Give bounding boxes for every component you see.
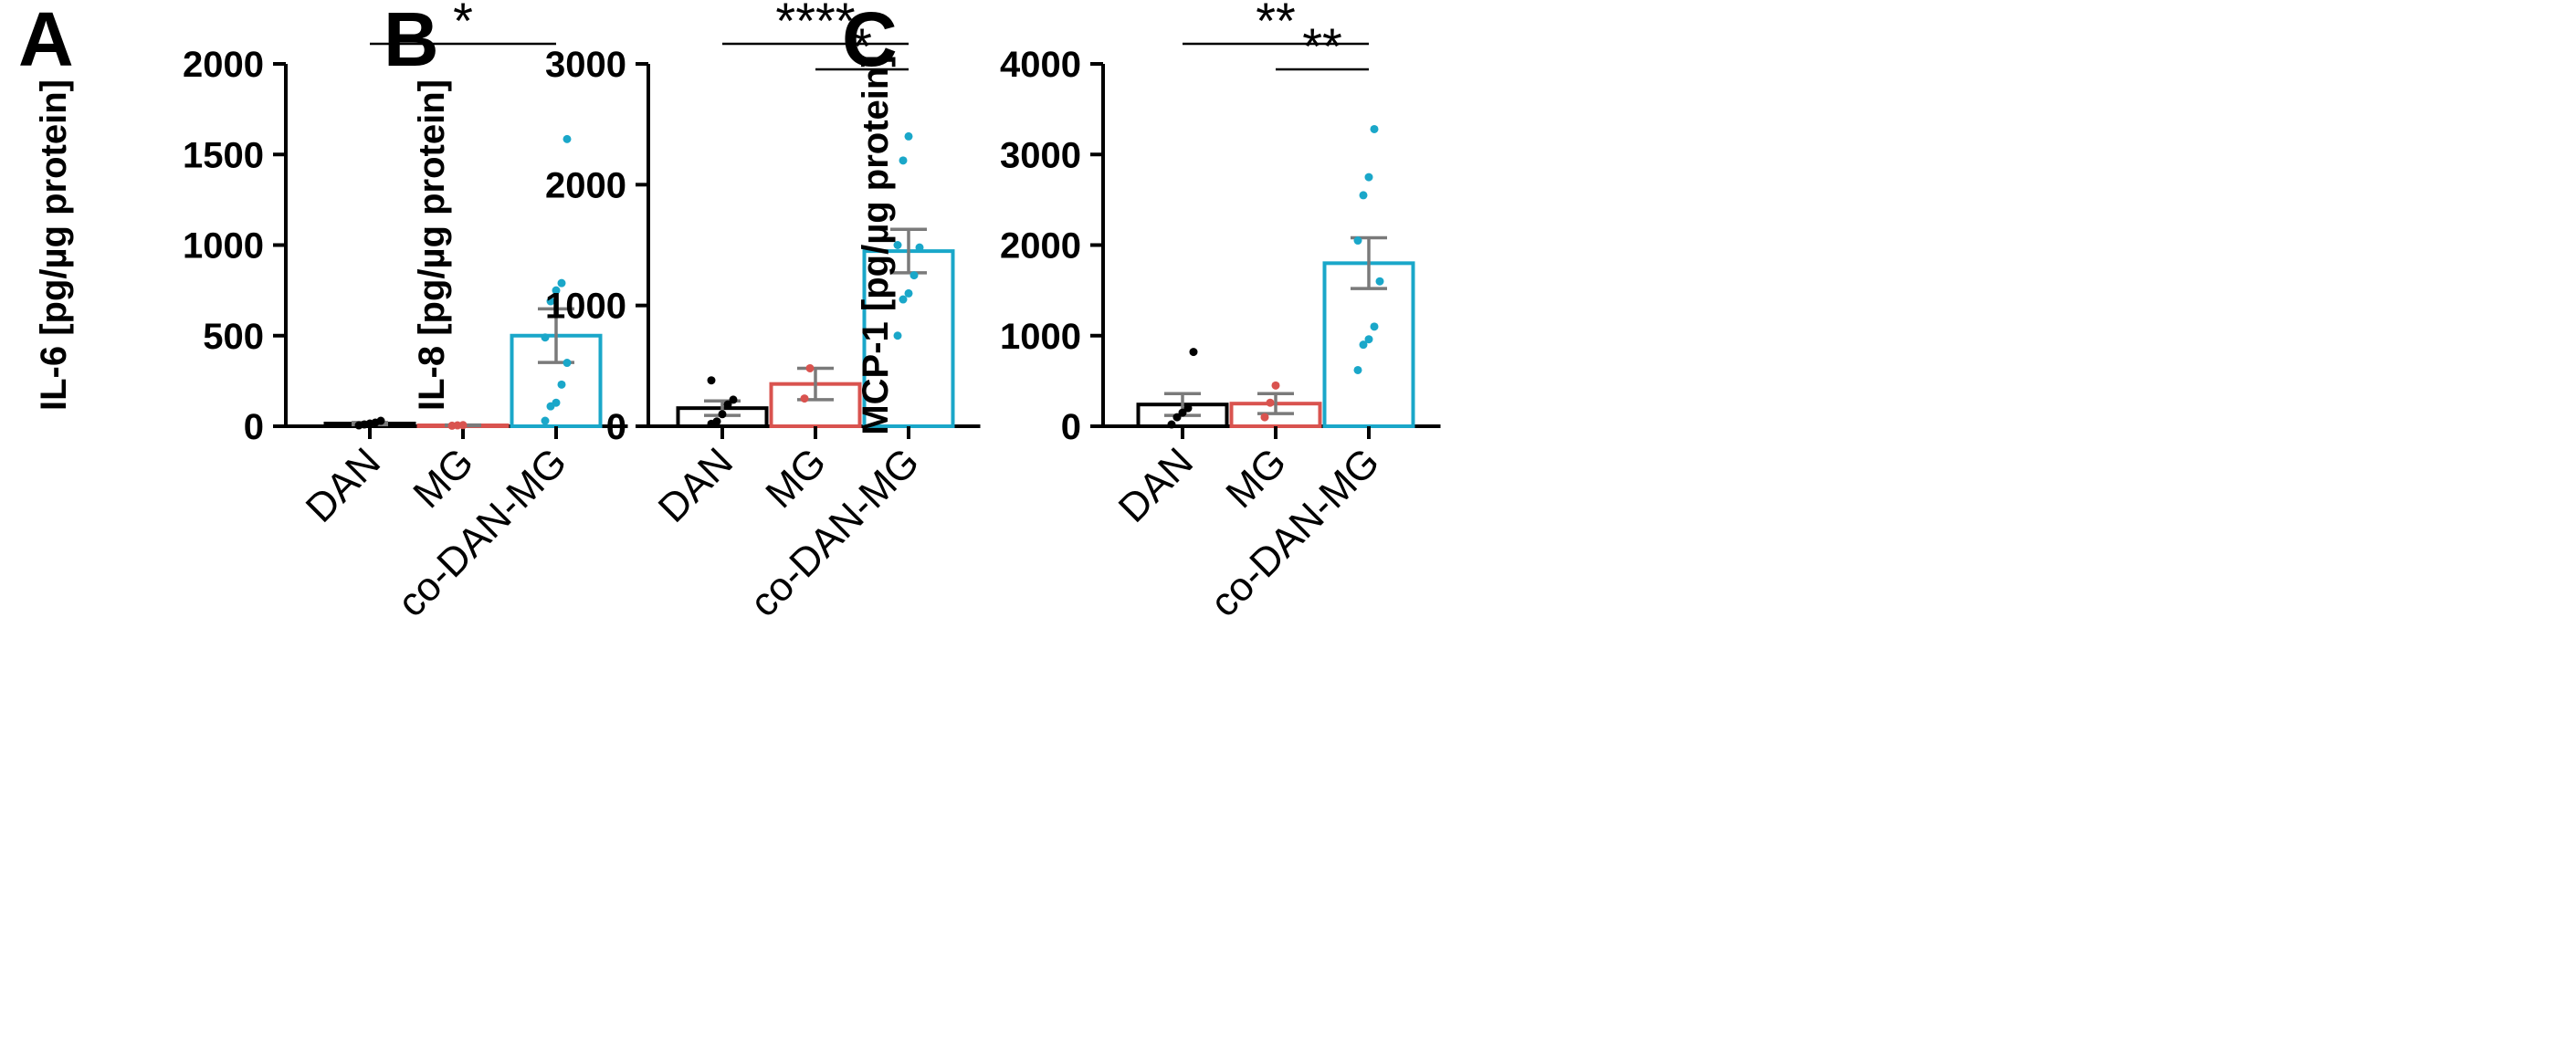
data-point	[893, 331, 902, 340]
panel-a: AIL-6 [pg/µg protein] 0 500 1000 1500 2000 DAN…	[18, 0, 628, 625]
y-axis-label: MCP-1 [pg/µg protein]	[856, 55, 896, 434]
data-point	[1370, 322, 1379, 331]
y-tick-label: 2000	[183, 45, 264, 85]
y-tick-label: 2000	[1000, 226, 1081, 267]
x-tick-label: MG	[405, 439, 482, 517]
data-point	[1178, 408, 1187, 417]
data-point	[1375, 277, 1384, 286]
y-tick-label: 1500	[183, 135, 264, 175]
y-axis-label: IL-8 [pg/µg protein]	[412, 79, 452, 411]
data-point	[800, 394, 809, 403]
data-point	[557, 380, 566, 389]
data-point	[541, 416, 550, 425]
y-tick-label: 3000	[545, 45, 626, 85]
data-point	[729, 395, 738, 404]
data-point	[541, 333, 550, 342]
data-point	[552, 286, 561, 295]
data-point	[376, 416, 385, 425]
data-point	[1260, 413, 1269, 422]
y-tick-label: 500	[203, 317, 264, 357]
data-point	[1167, 420, 1176, 429]
data-point	[805, 363, 815, 372]
y-tick-label: 4000	[1000, 45, 1081, 85]
data-point	[712, 417, 721, 426]
significance-label: *	[852, 17, 872, 75]
data-point	[1359, 340, 1368, 350]
panel-letter: B	[384, 0, 439, 82]
y-tick-label: 0	[606, 407, 626, 447]
data-point	[723, 400, 732, 409]
significance-label: **	[1256, 0, 1296, 49]
x-tick-label: DAN	[298, 439, 389, 530]
x-tick-label: DAN	[650, 439, 741, 530]
data-point	[915, 243, 924, 252]
y-tick-label: 2000	[545, 165, 626, 205]
data-point	[557, 278, 566, 288]
data-point	[718, 410, 727, 419]
data-point	[904, 131, 913, 141]
data-point	[563, 359, 572, 368]
y-tick-label: 3000	[1000, 135, 1081, 175]
data-point	[1271, 381, 1280, 390]
significance-label: ****	[775, 0, 855, 49]
x-tick-label: co-DAN-MG	[389, 439, 575, 625]
data-point	[546, 297, 555, 306]
panel-letter: C	[842, 0, 898, 82]
data-point	[1266, 398, 1275, 407]
data-point	[904, 288, 913, 298]
x-tick-label: co-DAN-MG	[1202, 439, 1388, 625]
data-point	[909, 271, 919, 280]
data-point	[1353, 236, 1362, 246]
y-tick-label: 0	[1061, 407, 1081, 447]
y-tick-label: 1000	[183, 226, 264, 267]
y-tick-label: 0	[244, 407, 264, 447]
data-point	[1189, 348, 1198, 357]
y-axis-label: IL-6 [pg/µg protein]	[34, 79, 74, 411]
data-point	[1183, 403, 1193, 413]
panel-letter: A	[18, 0, 74, 82]
data-point	[1364, 173, 1373, 182]
x-tick-label: DAN	[1110, 439, 1202, 530]
data-point	[1172, 413, 1182, 422]
x-tick-label: MG	[1217, 439, 1295, 517]
data-point	[1353, 365, 1362, 374]
x-tick-label: co-DAN-MG	[741, 439, 928, 625]
data-point	[707, 376, 716, 385]
data-point	[1364, 335, 1373, 344]
data-point	[552, 398, 561, 407]
x-tick-label: MG	[757, 439, 835, 517]
data-point	[899, 295, 908, 304]
y-tick-label: 1000	[1000, 317, 1081, 357]
significance-label: *	[453, 0, 473, 49]
data-point	[1370, 124, 1379, 133]
data-point	[899, 156, 908, 165]
y-tick-label: 1000	[545, 287, 626, 327]
data-point	[893, 241, 902, 249]
data-point	[458, 421, 468, 430]
significance-label: **	[1302, 17, 1342, 75]
data-point	[1359, 191, 1368, 200]
data-point	[563, 134, 572, 143]
